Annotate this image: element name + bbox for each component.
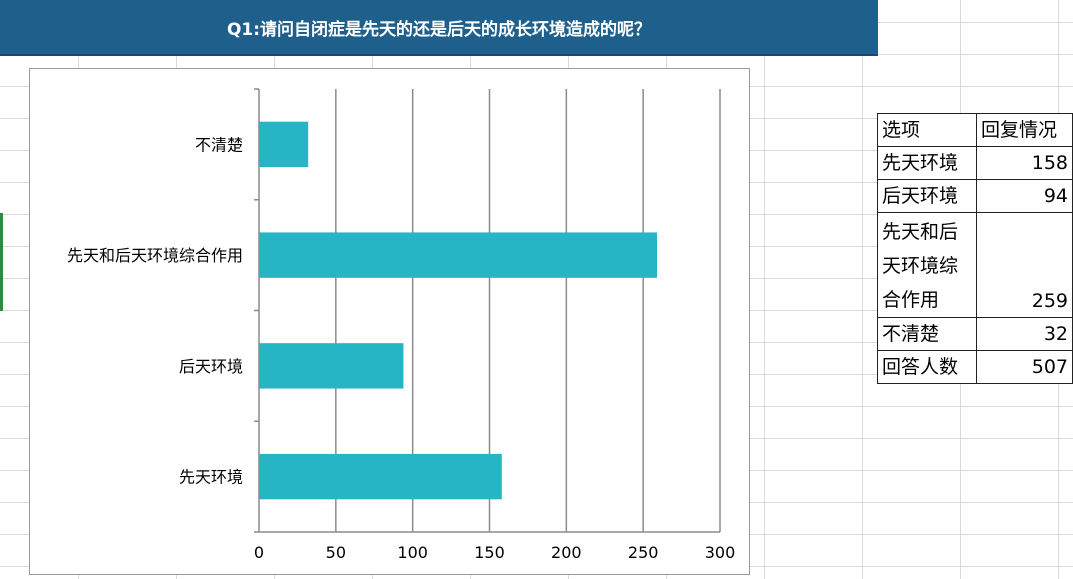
category-label: 后天环境 — [179, 357, 243, 376]
x-tick-label: 200 — [551, 543, 582, 562]
row-count: 158 — [976, 146, 1073, 180]
row-option: 先天环境 — [877, 146, 977, 180]
x-tick-label: 300 — [705, 543, 736, 562]
table-row: 后天环境 94 — [877, 179, 1073, 213]
bar-chart: 先天环境 后天环境 先天和后天环境综合作用 不清楚 0 50 100 150 200 250 300 — [67, 88, 736, 562]
bar-chart-frame[interactable]: 先天环境 后天环境 先天和后天环境综合作用 不清楚 0 50 100 150 200 250 300 — [29, 68, 750, 575]
row-option: 先天和后 天环境综 合作用 — [877, 212, 977, 318]
row-option-line: 合作用 — [882, 289, 940, 311]
bar — [259, 343, 404, 389]
category-label: 先天环境 — [179, 468, 243, 487]
cell-selection-marker — [0, 213, 3, 311]
row-option-line: 天环境综 — [882, 255, 959, 277]
row-count: 94 — [976, 179, 1073, 213]
x-tick-label: 250 — [628, 543, 659, 562]
header-option: 选项 — [877, 113, 977, 147]
bar — [259, 453, 502, 500]
row-option-line: 先天和后 — [882, 221, 959, 243]
table-row: 不清楚 32 — [877, 317, 1073, 351]
x-tick-label: 0 — [254, 543, 264, 562]
table-header-row: 选项 回复情况 — [877, 113, 1073, 147]
x-tick-label: 100 — [397, 543, 428, 562]
table-row: 先天和后 天环境综 合作用 259 — [877, 212, 1073, 318]
row-option: 回答人数 — [877, 350, 977, 384]
row-option: 不清楚 — [877, 317, 977, 351]
row-count: 507 — [976, 350, 1073, 384]
chart-title: Q1:请问自闭症是先天的还是后天的成长环境造成的呢？ — [226, 19, 652, 40]
chart-title-banner: Q1:请问自闭症是先天的还是后天的成长环境造成的呢？ — [0, 0, 878, 56]
table-row-total: 回答人数 507 — [877, 350, 1073, 384]
table-row: 先天环境 158 — [877, 146, 1073, 180]
x-tick-label: 50 — [326, 543, 346, 562]
x-tick-label: 150 — [474, 543, 505, 562]
row-count: 32 — [976, 317, 1073, 351]
header-count: 回复情况 — [976, 113, 1073, 147]
row-option: 后天环境 — [877, 179, 977, 213]
summary-table: 选项 回复情况 先天环境 158 后天环境 94 先天和后 天环境综 合作用 2… — [877, 113, 1073, 384]
bar — [259, 232, 657, 278]
category-label: 不清楚 — [195, 135, 243, 154]
bar — [259, 121, 309, 168]
category-label: 先天和后天环境综合作用 — [67, 246, 243, 265]
row-count: 259 — [976, 212, 1073, 318]
